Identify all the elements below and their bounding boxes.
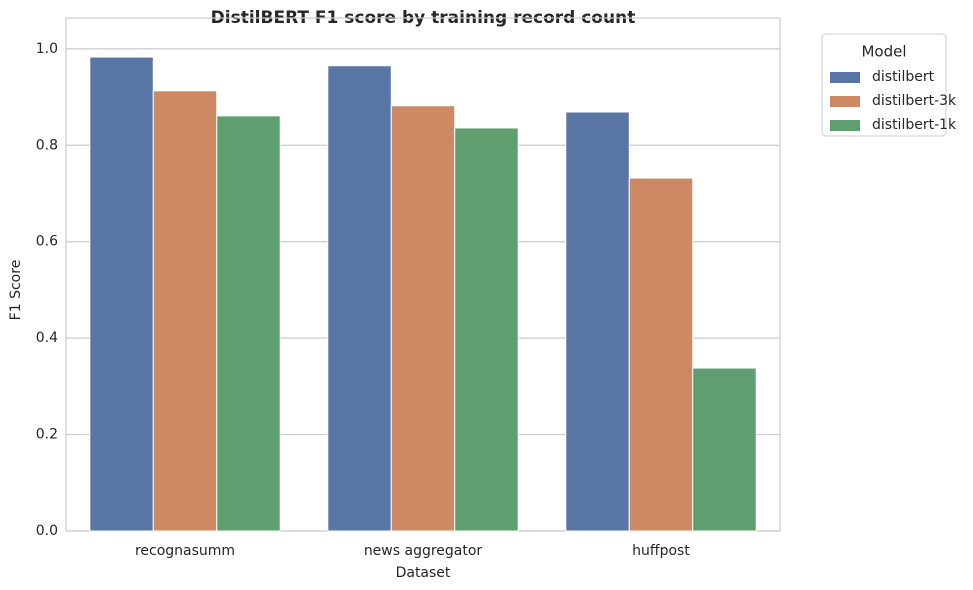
- bar: [565, 111, 630, 532]
- legend-swatch: [830, 72, 860, 83]
- y-tick-label: 0.8: [36, 137, 58, 153]
- legend-swatch: [830, 96, 860, 107]
- bar: [454, 127, 519, 532]
- y-tick-label: 0.4: [36, 330, 58, 346]
- y-tick-label: 0.2: [36, 427, 58, 443]
- x-tick-label: news aggregator: [364, 543, 483, 559]
- x-tick-label: huffpost: [632, 543, 690, 559]
- legend-swatch: [830, 120, 860, 131]
- y-tick-label: 1.0: [36, 41, 58, 57]
- bar: [390, 105, 456, 532]
- y-tick-label: 0.0: [36, 523, 58, 539]
- bar: [152, 90, 218, 532]
- bar: [89, 56, 154, 532]
- legend-label: distilbert-3k: [872, 93, 957, 109]
- bar: [692, 367, 757, 532]
- bar: [216, 115, 281, 532]
- legend-label: distilbert: [872, 69, 935, 85]
- y-axis-label: F1 Score: [8, 260, 24, 321]
- bar: [628, 177, 694, 532]
- legend-title: Model: [861, 43, 906, 61]
- x-tick-label: recognasumm: [135, 543, 235, 559]
- bar: [327, 65, 392, 532]
- y-tick-label: 0.6: [36, 234, 58, 250]
- legend-label: distilbert-1k: [872, 117, 957, 133]
- legend-box: [821, 33, 947, 137]
- x-axis-label: Dataset: [396, 565, 451, 581]
